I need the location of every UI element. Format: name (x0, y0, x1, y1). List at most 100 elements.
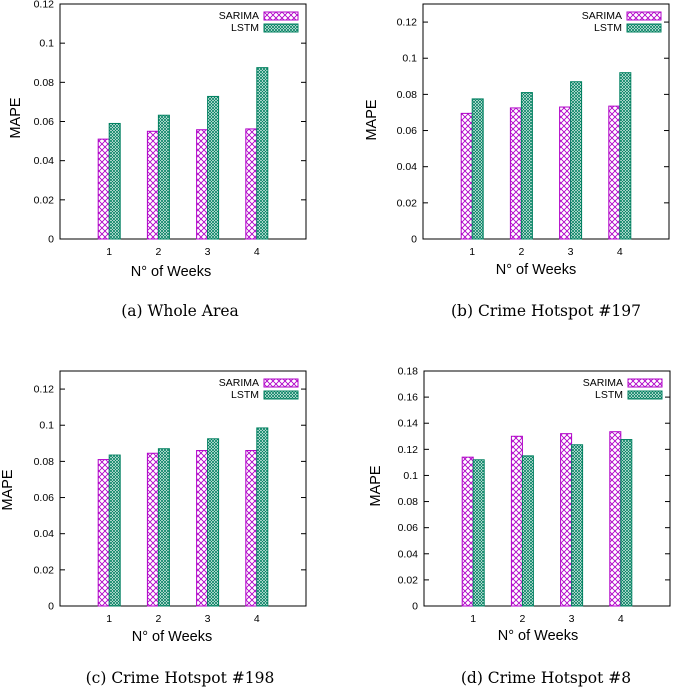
plot-frame (59, 370, 307, 607)
y-tick-label: 0.08 (398, 496, 419, 508)
bar-sarima-week-1 (460, 112, 473, 240)
bar-sarima-week-4 (245, 128, 258, 240)
y-tick-label: 0.04 (398, 548, 419, 560)
bar-sarima-week-1 (97, 459, 110, 607)
y-tick-label: 0.08 (34, 456, 55, 468)
bar-lstm-week-4 (620, 439, 633, 607)
x-tick-label: 1 (470, 613, 476, 625)
legend-swatch-sarima (627, 378, 663, 388)
y-tick-label: 0.16 (398, 392, 419, 404)
y-tick-label: 0 (48, 234, 54, 246)
x-tick-label: 4 (254, 613, 260, 625)
bar-sarima-week-1 (461, 456, 474, 607)
legend-label: SARIMA (219, 377, 259, 389)
y-tick-label: 0.18 (398, 366, 419, 378)
bar-lstm-week-3 (570, 81, 583, 240)
bar-lstm-week-1 (108, 122, 121, 240)
y-tick-label: 0.1 (39, 420, 54, 432)
x-tick-label: 4 (617, 246, 623, 258)
plot-frame (423, 370, 671, 607)
bar-lstm-week-1 (471, 98, 484, 240)
bar-sarima-week-4 (609, 431, 622, 607)
bar-sarima-week-4 (608, 105, 621, 240)
bar-lstm-week-2 (521, 455, 534, 607)
y-tick-label: 0.06 (34, 492, 55, 504)
legend-swatch-sarima (263, 378, 299, 388)
bar-sarima-week-3 (196, 129, 209, 240)
x-axis-title: N° of Weeks (496, 262, 576, 278)
legend-label: LSTM (231, 389, 259, 401)
y-tick-label: 0.06 (398, 522, 419, 534)
plot-frame (422, 3, 670, 240)
y-tick-label: 0.08 (397, 89, 418, 101)
y-tick-label: 0 (411, 234, 417, 246)
plot-frame (59, 3, 307, 240)
legend-label: SARIMA (582, 10, 622, 22)
legend-label: LSTM (594, 22, 622, 34)
y-tick-label: 0.06 (34, 116, 55, 128)
bar-lstm-week-3 (207, 95, 220, 240)
x-tick-label: 3 (205, 613, 211, 625)
bar-lstm-week-3 (571, 444, 584, 607)
panel-caption: (d) Crime Hotspot #8 (461, 669, 631, 687)
x-tick-label: 1 (469, 246, 475, 258)
x-tick-label: 4 (254, 246, 260, 258)
bar-sarima-week-2 (146, 452, 159, 607)
y-axis-title: MAPE (364, 99, 380, 140)
y-axis-title: MAPE (368, 465, 384, 506)
y-tick-label: 0.14 (398, 418, 419, 430)
y-tick-label: 0.12 (34, 384, 55, 396)
bar-lstm-week-1 (472, 459, 485, 607)
legend-swatch-lstm (627, 390, 663, 400)
y-tick-label: 0.12 (34, 0, 55, 11)
legend-label: LSTM (231, 22, 259, 34)
legend-swatch-sarima (263, 11, 299, 21)
chart-panel-hotspot-198: MAPE N° of Weeks (c) Crime Hotspot #198 … (0, 370, 307, 687)
bar-lstm-week-2 (520, 92, 533, 240)
x-tick-label: 3 (205, 246, 211, 258)
y-tick-label: 0.02 (397, 197, 418, 209)
panel-caption: (c) Crime Hotspot #198 (86, 669, 275, 687)
legend-label: SARIMA (583, 377, 623, 389)
y-tick-label: 0 (48, 601, 54, 613)
y-tick-label: 0.1 (403, 470, 418, 482)
x-tick-label: 3 (569, 613, 575, 625)
y-tick-label: 0.04 (34, 155, 55, 167)
bar-lstm-week-2 (157, 448, 170, 607)
chart-panel-whole-area: MAPE N° of Weeks (a) Whole Area 0 0.02 0.0… (8, 0, 307, 320)
x-tick-label: 3 (568, 246, 574, 258)
legend-label: LSTM (595, 389, 623, 401)
y-tick-label: 0.02 (34, 194, 55, 206)
legend-swatch-lstm (263, 23, 299, 33)
bar-lstm-week-3 (207, 438, 220, 607)
bar-sarima-week-4 (245, 450, 258, 607)
y-tick-label: 0.1 (39, 38, 54, 50)
x-axis-title: N° of Weeks (131, 264, 211, 280)
y-tick-label: 0.04 (397, 161, 418, 173)
y-axis-title: MAPE (8, 97, 24, 138)
bar-lstm-week-4 (256, 67, 269, 240)
x-tick-label: 1 (106, 613, 112, 625)
bar-sarima-week-3 (560, 433, 573, 607)
x-tick-label: 2 (519, 613, 525, 625)
y-tick-label: 0.06 (397, 125, 418, 137)
x-axis-title: N° of Weeks (498, 628, 578, 644)
y-tick-label: 0.12 (398, 444, 419, 456)
x-tick-label: 2 (155, 246, 161, 258)
legend-swatch-lstm (263, 390, 299, 400)
chart-panel-hotspot-197: MAPE N° of Weeks (b) Crime Hotspot #197 … (364, 3, 670, 320)
bar-lstm-week-4 (256, 427, 269, 607)
x-axis-title: N° of Weeks (132, 629, 212, 645)
panel-caption: (a) Whole Area (121, 302, 239, 320)
y-tick-label: 0 (412, 601, 418, 613)
bar-sarima-week-2 (510, 435, 523, 607)
y-tick-label: 0.02 (34, 564, 55, 576)
legend-swatch-sarima (626, 11, 662, 21)
bar-lstm-week-4 (619, 72, 632, 240)
y-tick-label: 0.04 (34, 528, 55, 540)
panel-caption: (b) Crime Hotspot #197 (451, 302, 641, 320)
bar-lstm-week-2 (157, 114, 170, 240)
bar-sarima-week-2 (146, 130, 159, 240)
bar-sarima-week-3 (196, 450, 209, 607)
